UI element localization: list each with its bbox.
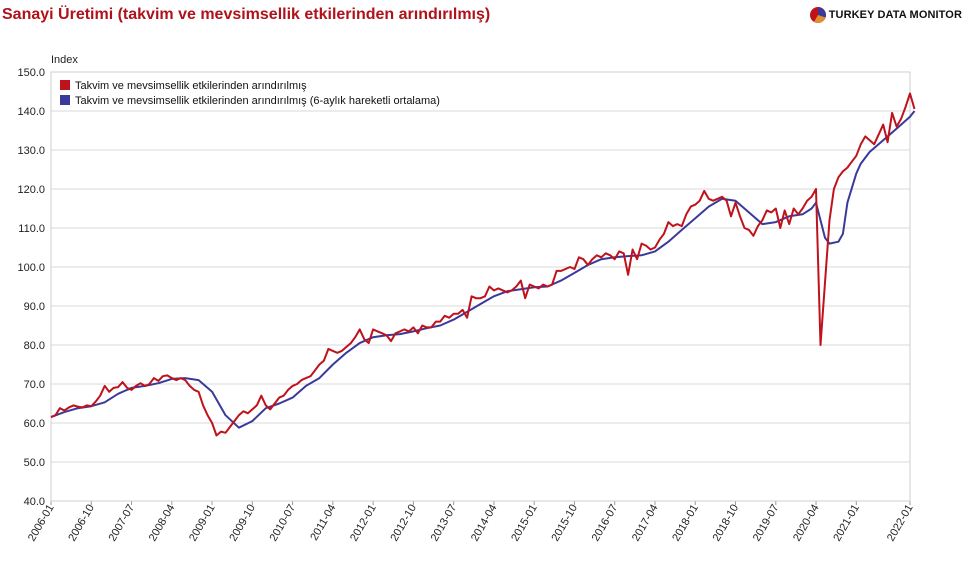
y-tick-label: 70.0 <box>24 379 45 391</box>
x-tick-label: 2015-01 <box>509 503 540 544</box>
x-tick-label: 2007-07 <box>107 503 138 544</box>
x-tick-label: 2018-01 <box>670 503 701 544</box>
series-line-raw <box>50 92 916 437</box>
x-tick-label: 2014-04 <box>469 503 500 544</box>
x-tick-label: 2017-04 <box>630 503 661 544</box>
legend: Takvim ve mevsimsellik etkilerinden arın… <box>60 80 440 107</box>
y-tick-label: 60.0 <box>24 418 45 430</box>
x-tick-label: 2019-07 <box>751 503 782 544</box>
legend-swatch <box>60 80 70 90</box>
plot-area <box>50 71 911 502</box>
y-tick-label: 140.0 <box>17 106 45 118</box>
y-axis-label: Index <box>51 54 78 66</box>
y-tick-label: 120.0 <box>17 184 45 196</box>
x-tick-label: 2020-04 <box>791 503 822 544</box>
x-tick-label: 2013-07 <box>429 503 460 544</box>
legend-label: Takvim ve mevsimsellik etkilerinden arın… <box>75 95 440 107</box>
series-lines <box>50 92 916 437</box>
x-tick-label: 2010-07 <box>268 503 299 544</box>
y-tick-label: 40.0 <box>24 496 45 508</box>
y-tick-label: 90.0 <box>24 301 45 313</box>
x-tick-label: 2021-01 <box>831 503 862 544</box>
legend-label: Takvim ve mevsimsellik etkilerinden arın… <box>75 80 307 92</box>
y-tick-labels: 150.0 140.0 130.0 120.0 110.0 100.0 90.0 80.0 70… <box>17 67 45 508</box>
x-tick-label: 2006-01 <box>26 503 57 544</box>
x-tick-label: 2016-07 <box>590 503 621 544</box>
chart-title: Sanayi Üretimi (takvim ve mevsimsellik e… <box>2 6 491 23</box>
y-tick-label: 110.0 <box>18 223 45 235</box>
series-line-moving-average <box>50 110 916 429</box>
x-tick-label: 2009-10 <box>227 503 258 544</box>
x-tick-label: 2012-01 <box>348 503 379 544</box>
y-tick-label: 50.0 <box>24 457 45 469</box>
brand-logo: TURKEY DATA MONITOR <box>809 6 962 24</box>
y-tick-label: 100.0 <box>17 262 45 274</box>
x-tick-label: 2006-10 <box>66 503 97 544</box>
x-tick-label: 2008-04 <box>147 503 178 544</box>
brand-name: TURKEY DATA MONITOR <box>828 9 962 21</box>
x-tick-labels: 2006-01 2006-10 2007-07 2008-04 2009-01 2009-… <box>26 503 916 544</box>
x-tick-label: 2022-01 <box>885 503 916 544</box>
x-tick-label: 2015-10 <box>549 503 580 544</box>
pie-logo-icon <box>809 7 826 24</box>
y-tick-label: 80.0 <box>24 340 45 352</box>
legend-swatch <box>60 95 70 105</box>
x-tick-label: 2012-10 <box>388 503 419 544</box>
y-tick-label: 150.0 <box>17 67 45 79</box>
gridlines <box>50 71 911 505</box>
x-tick-label: 2011-04 <box>308 503 338 543</box>
y-tick-label: 130.0 <box>17 145 45 157</box>
x-tick-label: 2009-01 <box>187 503 218 544</box>
x-tick-label: 2018-10 <box>711 503 742 544</box>
